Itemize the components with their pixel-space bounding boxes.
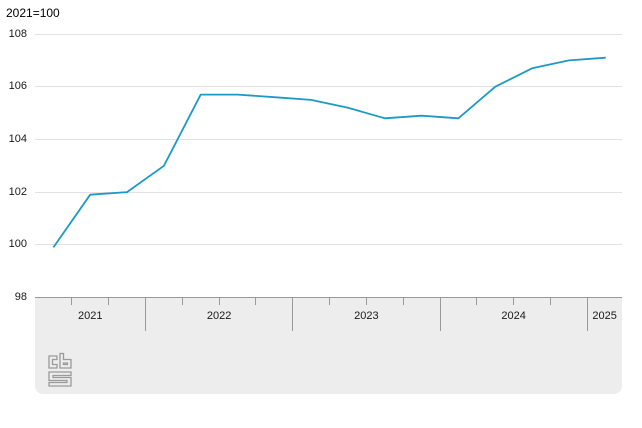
x-year-label: 2024: [501, 310, 526, 322]
y-axis-label: 106: [8, 80, 27, 93]
x-quarter-tick: [181, 298, 183, 305]
y-axis-label: 102: [8, 185, 27, 198]
x-year-label: 2021: [77, 310, 103, 322]
line-chart-svg: [52, 56, 606, 248]
y-axis-label: 100: [8, 238, 27, 251]
x-quarter-tick: [329, 298, 331, 305]
x-year-label: 2023: [354, 310, 379, 322]
plot-area: 98 100 102 104 106 108: [8, 27, 622, 303]
gridline: [35, 86, 622, 88]
x-year-label: 2025: [592, 310, 617, 322]
x-quarter-tick: [402, 298, 404, 305]
x-year-label: 2022: [206, 310, 232, 322]
y-axis-label: 98: [14, 291, 27, 303]
x-quarter-tick: [255, 298, 257, 305]
x-year-boundary-tick: [439, 298, 441, 331]
x-quarter-tick: [365, 298, 367, 305]
x-quarter-tick: [108, 298, 110, 305]
x-quarter-tick: [218, 298, 220, 305]
x-quarter-tick: [476, 298, 478, 305]
chart-unit-label: 2021=100: [6, 6, 60, 20]
x-quarter-tick: [513, 298, 515, 305]
gridline: [35, 138, 622, 140]
x-year-boundary-tick: [292, 298, 294, 331]
x-axis-panel: 2021 2022 2023 2024 2025: [35, 297, 622, 394]
x-quarter-tick: [549, 298, 551, 305]
x-year-boundary-tick: [144, 298, 146, 331]
y-axis-label: 104: [8, 132, 27, 145]
y-axis-label: 108: [8, 27, 27, 40]
x-year-boundary-tick: [586, 298, 588, 331]
cbs-logo-icon: [48, 352, 72, 387]
x-quarter-tick: [71, 298, 73, 305]
gridline: [35, 33, 622, 35]
gridline: [35, 191, 622, 193]
gridline: [35, 244, 622, 246]
